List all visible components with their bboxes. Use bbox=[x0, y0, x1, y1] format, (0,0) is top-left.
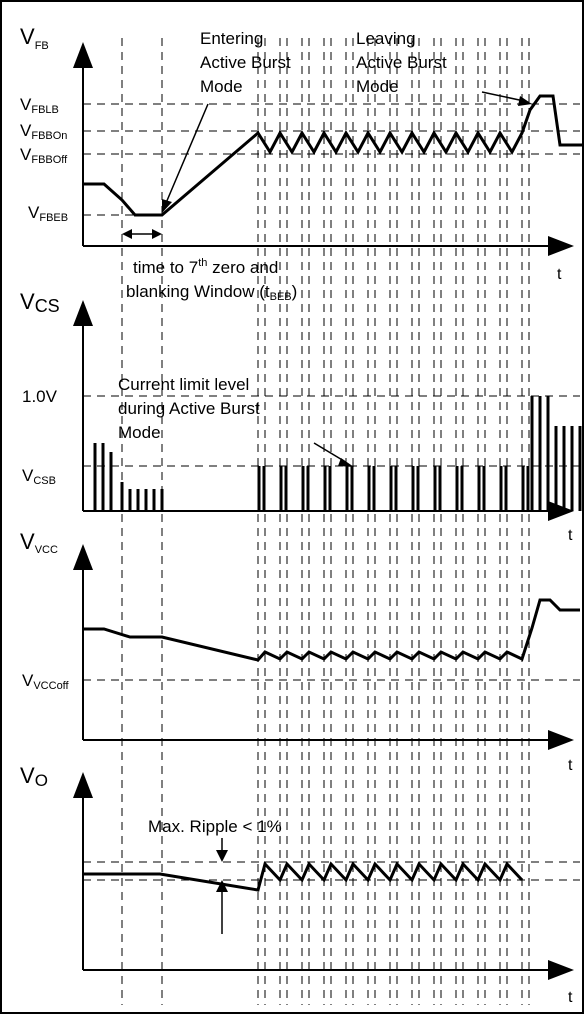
vvcc-waveform bbox=[83, 598, 580, 662]
vcs-y-arrow-icon bbox=[73, 300, 93, 326]
blanking-text-line1: time to 7th zero and bbox=[133, 257, 278, 277]
panel-vcs: VCS t 1.0V VCSB Current limit level duri… bbox=[20, 289, 582, 544]
vvcc-y-arrow-icon bbox=[73, 544, 93, 570]
ripple-bottom-arrow-icon bbox=[216, 880, 228, 892]
vfb-x-arrow-icon bbox=[548, 236, 574, 256]
entering-burst-text: Entering Active Burst Mode bbox=[200, 29, 295, 96]
vvccoff-label: VVCCoff bbox=[22, 671, 70, 692]
vfb-axis-label: VFB bbox=[20, 24, 49, 52]
vo-t-label: t bbox=[568, 989, 573, 1006]
vfbeb-label: VFBEB bbox=[28, 203, 68, 224]
ripple-top-arrow-icon bbox=[216, 850, 228, 862]
leaving-burst-text: Leaving Active Burst Mode bbox=[356, 29, 451, 96]
blanking-arrow-left-icon bbox=[122, 229, 132, 239]
vcs-t-label: t bbox=[568, 527, 573, 544]
vo-y-arrow-icon bbox=[73, 772, 93, 798]
panel-vo: VO t Max. Ripple < 1% bbox=[20, 763, 580, 1006]
entering-pointer-line bbox=[165, 103, 209, 204]
leaving-pointer-line bbox=[481, 91, 525, 102]
current-limit-pointer-arrow-icon bbox=[338, 458, 354, 467]
current-limit-pointer-line bbox=[313, 442, 345, 462]
blanking-arrow-right-icon bbox=[152, 229, 162, 239]
vo-x-arrow-icon bbox=[548, 960, 574, 980]
vfbbon-label: VFBBOn bbox=[20, 121, 67, 142]
vcs-1v-label: 1.0V bbox=[22, 387, 58, 406]
max-ripple-text: Max. Ripple < 1% bbox=[148, 817, 282, 836]
vfb-t-label: t bbox=[557, 266, 562, 283]
panel-vvcc: VVCC t VVCCoff bbox=[20, 529, 580, 774]
panel-vfb: VFB t VFBLB VFBBOn VFBBOff VFBEB Enterin… bbox=[20, 24, 584, 303]
vcs-pulse-train bbox=[93, 396, 582, 511]
vfb-y-arrow-icon bbox=[73, 42, 93, 68]
vcs-x-arrow-icon bbox=[548, 501, 574, 521]
vfbboff-label: VFBBOff bbox=[20, 145, 68, 166]
vfblb-label: VFBLB bbox=[20, 95, 59, 116]
vvcc-axis-label: VVCC bbox=[20, 529, 58, 556]
timing-markers bbox=[121, 38, 530, 1005]
vo-waveform bbox=[83, 861, 524, 892]
leaving-pointer-arrow-icon bbox=[518, 96, 532, 106]
vcs-axis-label: VCS bbox=[20, 289, 60, 316]
entering-pointer-arrow-icon bbox=[162, 199, 172, 213]
vvcc-t-label: t bbox=[568, 757, 573, 774]
vvcc-x-arrow-icon bbox=[548, 730, 574, 750]
vo-axis-label: VO bbox=[20, 763, 48, 790]
current-limit-text: Current limit level during Active Burst … bbox=[118, 375, 264, 442]
blanking-text-line2: blanking Window (tBEB) bbox=[126, 282, 297, 303]
vcsb-label: VCSB bbox=[22, 466, 56, 487]
vfb-waveform bbox=[83, 94, 584, 217]
